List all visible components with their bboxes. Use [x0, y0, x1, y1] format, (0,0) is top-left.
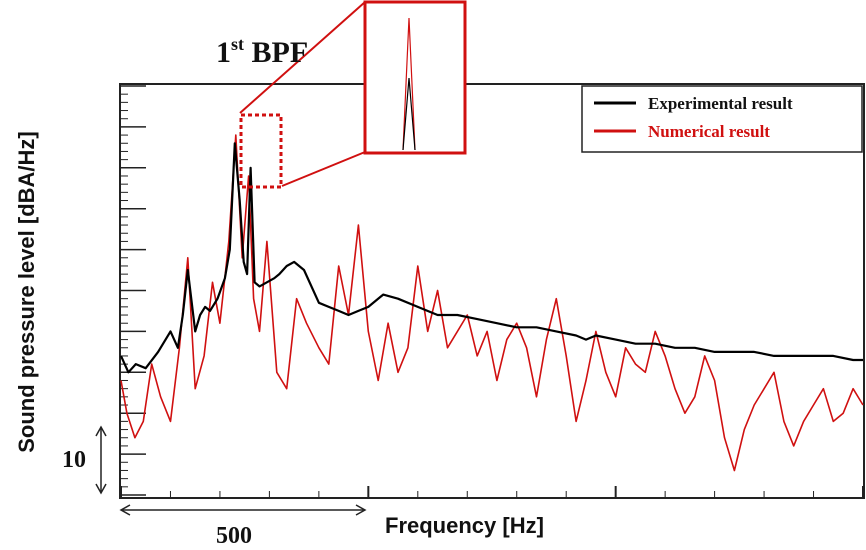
bpf-label-rest: BPF: [244, 36, 308, 69]
legend-box: [581, 85, 863, 153]
x-axis-label: Frequency [Hz]: [385, 513, 544, 538]
x-scale-bar: 500: [119, 504, 367, 549]
axis-ticks: [120, 85, 864, 497]
y-scale-bar-arrow-down: [95, 483, 107, 495]
bpf-annotation-label: 1st BPF: [216, 34, 308, 69]
inset-panel: [363, 0, 467, 155]
y-scale-bar-arrow-up: [95, 425, 107, 437]
y-axis-label: Sound pressure level [dBA/Hz]: [14, 131, 39, 453]
bpf-highlight-box: [239, 113, 283, 189]
x-scale-bar-arrow-left: [119, 504, 131, 516]
inset-peak-zoom: [402, 17, 416, 151]
inset-connector-bottom: [281, 151, 366, 187]
plot-frame: [119, 83, 865, 499]
legend-label-experimental: Experimental result: [648, 94, 793, 113]
y-scale-bar: 10: [62, 425, 107, 495]
x-scale-bar-label: 500: [216, 523, 252, 549]
bpf-label-superscript: st: [231, 34, 244, 54]
inset-connector-top: [239, 1, 366, 114]
x-scale-bar-arrow-right: [355, 504, 367, 516]
series-layer: [119, 134, 864, 472]
bpf-label-number: 1: [216, 36, 231, 69]
y-scale-bar-label: 10: [62, 447, 86, 473]
legend-label-numerical: Numerical result: [648, 122, 770, 141]
inset-experimental-peak: [402, 77, 416, 151]
inset-numerical-peak: [402, 17, 416, 151]
series-experimental-line: [119, 142, 863, 374]
legend: Experimental result Numerical result: [581, 85, 863, 153]
